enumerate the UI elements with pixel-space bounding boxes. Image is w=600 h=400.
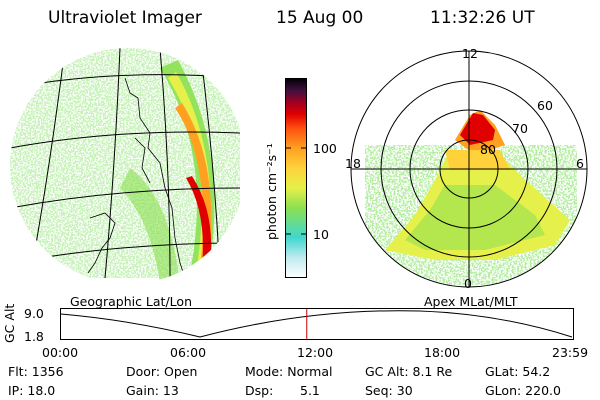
mlt-label-12: 12 — [462, 46, 478, 61]
mlat-label-70: 70 — [512, 121, 528, 136]
colorbar-tick-100: 100 — [313, 141, 337, 156]
status-dsp-value: 5.1 — [300, 383, 320, 398]
polar-plot — [350, 50, 588, 288]
altitude-xtick-1200: 12:00 — [297, 345, 334, 360]
status-mode: Mode: Normal — [245, 364, 333, 379]
instrument-title: Ultraviolet Imager — [48, 8, 202, 28]
altitude-axis-label: GC Alt — [2, 303, 17, 343]
status-glat: GLat: 54.2 — [485, 364, 551, 379]
altitude-xtick-2359: 23:59 — [552, 345, 589, 360]
colorbar — [285, 78, 307, 278]
status-flight: Flt: 1356 — [8, 364, 64, 379]
colorbar-tick-10: 10 — [313, 227, 329, 242]
status-seq: Seq: 30 — [365, 383, 413, 398]
left-panel-caption: Geographic Lat/Lon — [70, 294, 192, 309]
observation-time: 11:32:26 UT — [430, 8, 535, 28]
colorbar-unit-label: photon cm⁻²s⁻¹ — [264, 143, 279, 240]
geographic-image — [10, 48, 241, 283]
altitude-ytick-high: 9.0 — [24, 306, 44, 321]
status-glon: GLon: 220.0 — [485, 383, 561, 398]
altitude-xtick-0600: 06:00 — [170, 345, 207, 360]
observation-date: 15 Aug 00 — [276, 8, 364, 28]
status-door: Door: Open — [126, 364, 198, 379]
mlat-label-60: 60 — [537, 98, 553, 113]
status-ip: IP: 18.0 — [8, 383, 56, 398]
altitude-xtick-0000: 00:00 — [42, 345, 79, 360]
status-gain: Gain: 13 — [126, 383, 179, 398]
altitude-ytick-low: 1.8 — [24, 329, 44, 344]
altitude-xtick-1800: 18:00 — [424, 345, 461, 360]
mlt-label-6: 6 — [576, 156, 584, 171]
mlt-label-18: 18 — [345, 156, 361, 171]
status-dsp-label: Dsp: — [245, 383, 274, 398]
status-gc-alt: GC Alt: 8.1 Re — [365, 364, 453, 379]
mlat-label-80: 80 — [480, 142, 496, 157]
right-panel-caption: Apex MLat/MLT — [424, 294, 518, 309]
altitude-plot — [60, 308, 574, 340]
mlt-label-0: 0 — [464, 276, 472, 291]
